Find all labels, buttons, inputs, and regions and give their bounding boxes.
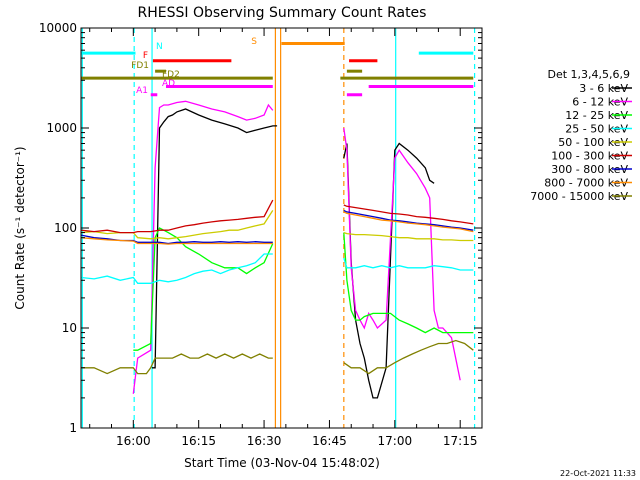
chart-title: RHESSI Observing Summary Count Rates — [138, 5, 427, 21]
series-line-5-0 — [81, 199, 274, 234]
flag-label-a1: A1 — [136, 86, 148, 96]
series-line-4-1 — [343, 231, 474, 242]
y-tick-label: 1 — [69, 421, 77, 435]
legend-entry-label: 300 - 800 keV — [551, 163, 628, 176]
series-line-3-1 — [343, 257, 474, 271]
series-line-2-1 — [133, 227, 274, 351]
series-line-6-1 — [343, 209, 474, 231]
x-tick-label: 16:45 — [312, 434, 347, 448]
series-line-5-1 — [343, 204, 474, 225]
flag-label-s: S — [251, 37, 257, 47]
footer-date: 22-Oct-2021 11:33 — [560, 469, 636, 478]
x-tick-label: 17:00 — [378, 434, 413, 448]
series-line-8-1 — [343, 339, 474, 375]
y-tick-label: 10 — [62, 321, 77, 335]
series-line-0-0 — [152, 108, 278, 369]
series-line-8-0 — [81, 353, 273, 375]
x-tick-label: 16:15 — [181, 434, 216, 448]
series-line-6-0 — [81, 234, 273, 245]
series-line-2-2 — [343, 232, 474, 334]
y-axis-label: Count Rate (s⁻¹ detector⁻¹) — [13, 146, 27, 309]
legend-title: Det 1,3,4,5,6,9 — [547, 68, 630, 81]
legend-entry-label: 7000 - 15000 keV — [530, 190, 628, 203]
y-tick-label: 100 — [54, 221, 77, 235]
legend-entry-label: 25 - 50 keV — [565, 123, 628, 136]
series-line-7-0 — [81, 237, 273, 245]
legend-entry-label: 50 - 100 keV — [558, 136, 628, 149]
flag-label-f: F — [143, 51, 148, 61]
x-axis-label: Start Time (03-Nov-04 15:48:02) — [184, 456, 380, 470]
series-line-1-2 — [343, 127, 461, 381]
axes: 1 10 100 1000 10000 16:00 16:15 16:30 16:45 17:00… — [39, 21, 483, 448]
legend-entry-label: 800 - 7000 keV — [544, 177, 628, 190]
x-tick-label: 16:00 — [116, 434, 151, 448]
legend-entry-label: 100 - 300 keV — [551, 150, 628, 163]
legend-entry-label: 12 - 25 keV — [565, 109, 628, 122]
plot-inner — [81, 28, 476, 428]
series-line-1-1 — [132, 100, 274, 394]
x-tick-label: 17:15 — [443, 434, 478, 448]
legend-entry-label: 3 - 6 keV — [579, 82, 628, 95]
series-line-7-1 — [343, 211, 474, 233]
flag-label-ad: AD — [162, 79, 175, 89]
x-tick-label: 16:30 — [247, 434, 282, 448]
flag-label-fd1: FD1 — [131, 61, 149, 71]
flag-label-fd2: FD2 — [162, 70, 180, 80]
flag-label-n: N — [156, 42, 163, 52]
y-tick-label: 1000 — [46, 121, 77, 135]
legend-entry-label: 6 - 12 keV — [572, 96, 628, 109]
y-tick-label: 10000 — [39, 21, 77, 35]
series-line-3-0 — [81, 253, 273, 284]
series-line-4-0 — [81, 210, 274, 240]
